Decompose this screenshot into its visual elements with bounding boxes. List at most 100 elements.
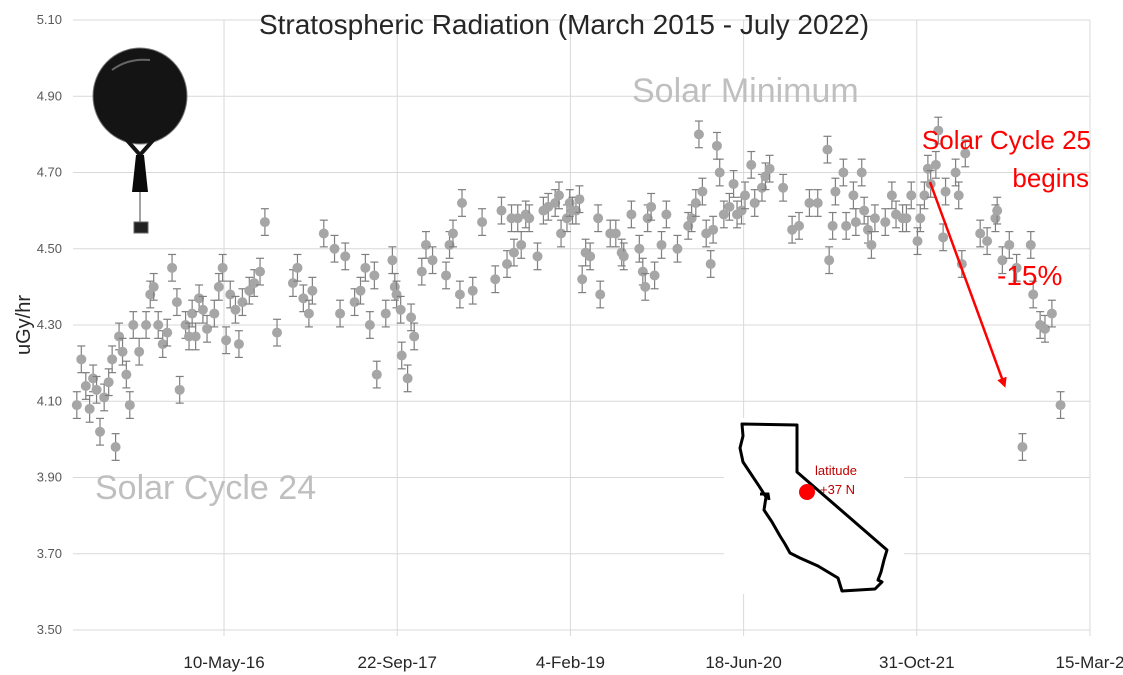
data-marker: [982, 236, 993, 247]
data-point: [953, 181, 964, 210]
data-marker: [369, 270, 380, 281]
data-point: [749, 189, 760, 217]
data-marker: [975, 228, 986, 239]
data-marker: [71, 400, 82, 411]
data-point: [171, 288, 182, 317]
data-point: [827, 211, 838, 240]
data-point: [982, 227, 993, 256]
data-points: [71, 116, 1066, 461]
data-point: [103, 368, 114, 397]
solar-cycle-25-begins-label: begins: [1012, 163, 1089, 193]
data-marker: [167, 262, 178, 273]
data-marker: [649, 270, 660, 281]
data-point: [441, 261, 452, 290]
data-marker: [416, 266, 427, 277]
data-marker: [364, 320, 375, 330]
data-point: [490, 265, 501, 294]
data-point: [396, 341, 407, 370]
data-marker: [162, 327, 173, 338]
data-point: [71, 391, 82, 420]
data-point: [255, 257, 266, 286]
data-point: [577, 265, 588, 294]
data-point: [197, 295, 208, 324]
data-marker: [124, 400, 135, 411]
data-marker: [402, 373, 413, 384]
data-marker: [683, 220, 694, 231]
data-marker: [447, 228, 458, 239]
x-axis-ticks: 10-May-16 22-Sep-17 4-Feb-19 18-Jun-20 31-Oc…: [183, 653, 1123, 672]
data-marker: [441, 270, 452, 281]
data-point: [812, 189, 823, 217]
data-marker: [794, 220, 805, 231]
data-marker: [804, 198, 815, 208]
data-marker: [420, 239, 431, 250]
data-marker: [153, 320, 164, 330]
y-tick-label: 4.50: [37, 241, 62, 256]
y-tick-label: 4.10: [37, 393, 62, 408]
data-marker: [103, 377, 114, 388]
data-point: [340, 242, 351, 271]
data-point: [618, 242, 629, 271]
data-point: [649, 261, 660, 290]
data-point: [724, 192, 735, 221]
data-point: [174, 375, 185, 404]
data-point: [371, 360, 382, 389]
data-point: [915, 204, 926, 233]
data-point: [1011, 253, 1022, 282]
data-point: [233, 330, 244, 359]
data-marker: [467, 285, 478, 296]
data-marker: [556, 228, 567, 239]
x-tick-label: 18-Jun-20: [705, 653, 782, 672]
data-point: [153, 311, 164, 339]
data-marker: [778, 182, 789, 193]
data-marker: [454, 289, 465, 300]
data-marker: [1046, 308, 1057, 319]
data-marker: [209, 308, 220, 319]
data-marker: [249, 278, 260, 289]
data-point: [259, 208, 270, 237]
data-marker: [217, 262, 228, 273]
data-point: [838, 158, 849, 187]
data-point: [804, 189, 815, 217]
data-point: [496, 196, 507, 225]
data-marker: [930, 159, 941, 170]
percent-change-label: -15%: [997, 260, 1062, 291]
decline-arrow: [928, 181, 1007, 388]
data-point: [930, 150, 941, 179]
data-marker: [626, 209, 637, 220]
data-point: [420, 230, 431, 259]
data-point: [329, 234, 340, 263]
horizontal-gridlines: [73, 19, 1090, 631]
data-point: [467, 276, 478, 305]
data-point: [508, 238, 519, 267]
data-point: [117, 337, 128, 366]
data-marker: [335, 308, 346, 319]
data-point: [901, 204, 912, 233]
data-marker: [940, 186, 951, 197]
data-point: [427, 246, 438, 275]
data-point: [794, 211, 805, 240]
data-point: [718, 200, 729, 229]
data-point: [76, 345, 87, 374]
data-marker: [938, 232, 949, 243]
data-point: [1017, 433, 1028, 461]
data-marker: [866, 239, 877, 250]
data-point: [364, 311, 375, 339]
data-point: [705, 250, 716, 278]
data-marker: [213, 281, 224, 292]
data-point: [880, 208, 891, 237]
data-point: [217, 253, 228, 282]
data-marker: [190, 331, 201, 342]
data-marker: [230, 304, 241, 315]
data-point: [739, 181, 750, 210]
data-point: [95, 417, 106, 446]
x-tick-label: 10-May-16: [183, 653, 264, 672]
data-point: [992, 196, 1003, 225]
data-marker: [371, 369, 382, 380]
data-point: [1025, 230, 1036, 259]
data-point: [298, 284, 309, 313]
data-point: [524, 204, 535, 233]
data-marker: [906, 190, 917, 201]
y-tick-label: 3.50: [37, 622, 62, 637]
